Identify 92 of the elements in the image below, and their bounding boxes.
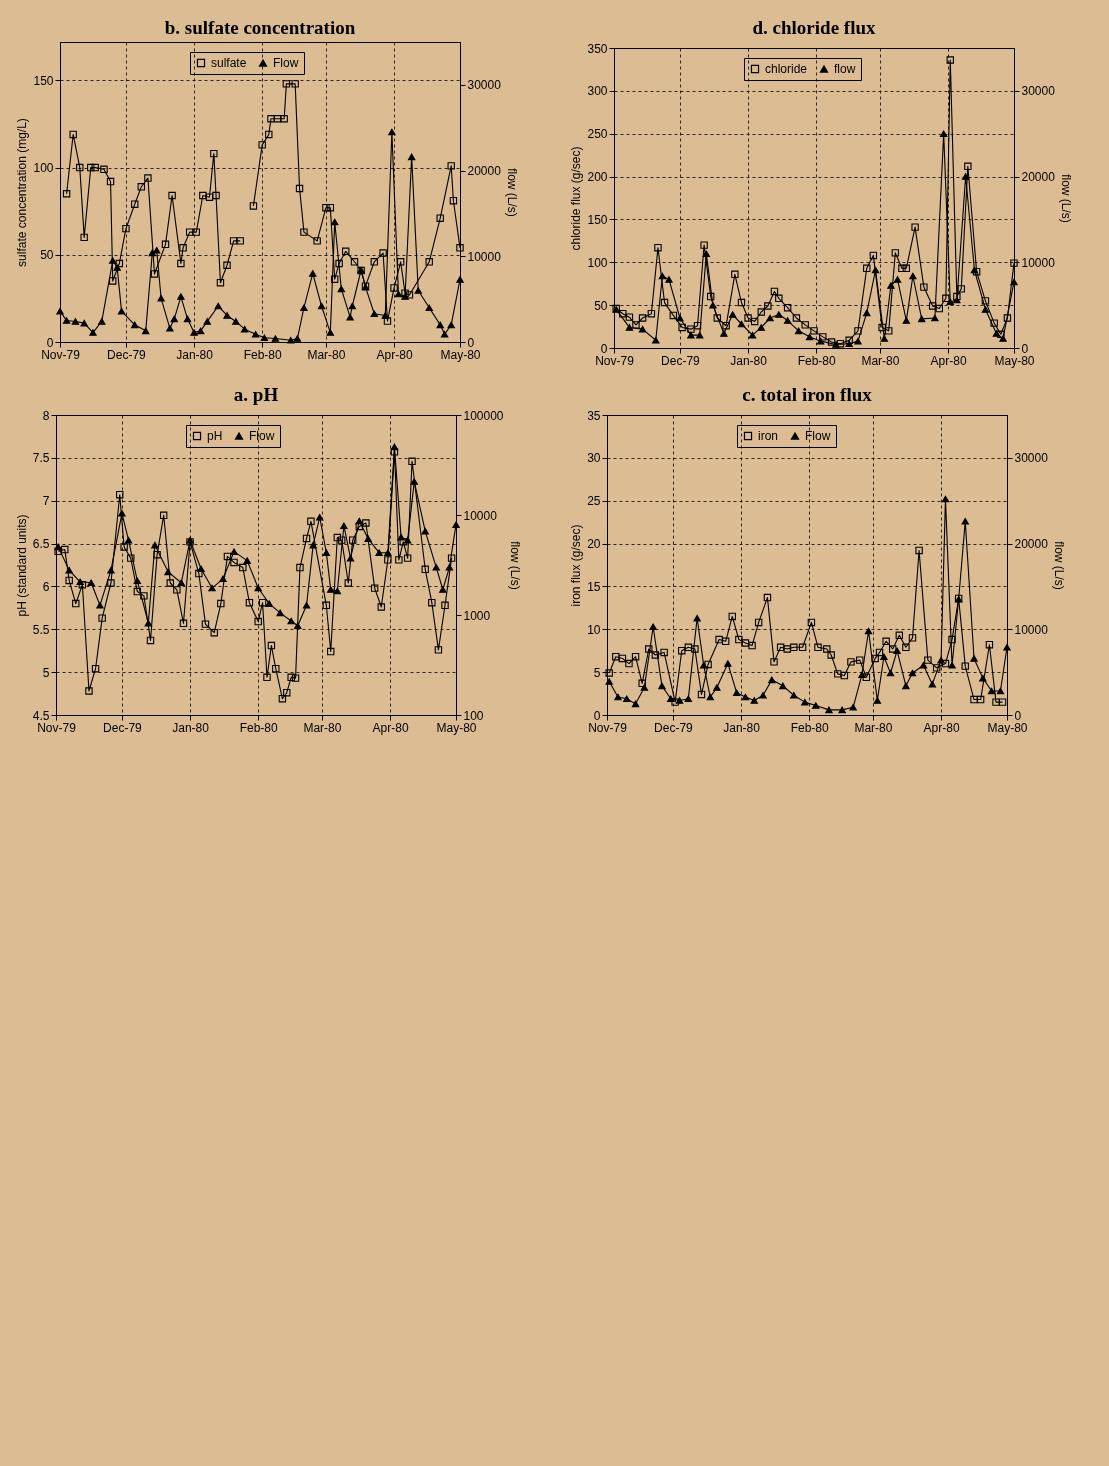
- chart-title: c. total iron flux: [742, 384, 873, 405]
- y-tick-label: 7: [42, 494, 50, 509]
- y-tick-label: 6: [42, 579, 50, 594]
- x-tick-label: Feb-80: [243, 347, 283, 362]
- x-tick-label: May-80: [436, 720, 477, 735]
- y2-tick-label: 30000: [467, 78, 502, 93]
- x-tick-label: Apr-80: [930, 353, 967, 368]
- y-tick-label: 10: [587, 622, 601, 637]
- y2-tick-label: 0: [1014, 708, 1022, 723]
- x-tick-label: Nov-79: [41, 347, 81, 362]
- y-tick-label: 15: [587, 579, 601, 594]
- y2-tick-label: 10000: [1014, 622, 1049, 637]
- y2-tick-label: 100000: [463, 408, 504, 423]
- y2-tick-label: 0: [467, 335, 475, 350]
- y-tick-label: 50: [40, 248, 54, 263]
- y-tick-label: 5: [593, 665, 601, 680]
- y2-axis-title: flow (L/s): [504, 168, 519, 217]
- y-tick-label: 30: [587, 451, 601, 466]
- legend-label: flow: [834, 62, 856, 76]
- y-tick-label: 0: [600, 341, 608, 356]
- legend-label: sulfate: [211, 56, 247, 70]
- y-tick-label: 250: [587, 127, 608, 142]
- y-tick-label: 20: [587, 537, 601, 552]
- y2-tick-label: 20000: [1021, 170, 1056, 185]
- y2-tick-label: 10000: [463, 508, 498, 523]
- legend-label: Flow: [805, 429, 831, 443]
- chart-title: a. pH: [233, 384, 279, 405]
- x-tick-label: Jan-80: [172, 720, 210, 735]
- y-tick-label: 150: [33, 73, 54, 88]
- x-tick-label: Dec-79: [107, 347, 147, 362]
- y-tick-label: 100: [33, 161, 54, 176]
- x-tick-label: Mar-80: [307, 347, 346, 362]
- x-tick-label: Feb-80: [790, 720, 830, 735]
- legend-label: pH: [207, 429, 223, 443]
- x-tick-label: Mar-80: [854, 720, 893, 735]
- legend-label: Flow: [273, 56, 299, 70]
- x-tick-label: May-80: [987, 720, 1028, 735]
- y-tick-label: 200: [587, 170, 608, 185]
- chart-title: d. chloride flux: [752, 17, 876, 38]
- x-tick-label: Apr-80: [372, 720, 409, 735]
- y-tick-label: 300: [587, 84, 608, 99]
- x-tick-label: Feb-80: [239, 720, 279, 735]
- y-tick-label: 50: [594, 298, 608, 313]
- x-tick-label: Nov-79: [37, 720, 77, 735]
- x-tick-label: Jan-80: [730, 353, 768, 368]
- chart-title: b. sulfate concentration: [164, 17, 356, 38]
- y2-axis-title: flow (L/s): [507, 541, 522, 590]
- y-tick-label: 4.5: [32, 708, 50, 723]
- y-axis-title: sulfate concentration (mg/L): [15, 118, 30, 267]
- y-tick-label: 5.5: [32, 622, 50, 637]
- x-tick-label: Dec-79: [661, 353, 701, 368]
- x-tick-label: Jan-80: [723, 720, 761, 735]
- y-tick-label: 0: [593, 708, 601, 723]
- y2-tick-label: 10000: [1021, 255, 1056, 270]
- y-tick-label: 8: [42, 408, 50, 423]
- y-tick-label: 25: [587, 494, 601, 509]
- x-tick-label: Apr-80: [376, 347, 413, 362]
- legend-label: chloride: [765, 62, 808, 76]
- y2-tick-label: 30000: [1014, 451, 1049, 466]
- y2-tick-label: 1000: [463, 608, 491, 623]
- legend-label: iron: [758, 429, 779, 443]
- x-tick-label: Feb-80: [797, 353, 837, 368]
- y2-axis-title: flow (L/s): [1051, 541, 1066, 590]
- y-axis-title: iron flux (g/sec): [569, 524, 584, 607]
- x-tick-label: Dec-79: [654, 720, 694, 735]
- x-tick-label: Mar-80: [861, 353, 900, 368]
- x-tick-label: Apr-80: [923, 720, 960, 735]
- y-tick-label: 5: [42, 665, 50, 680]
- y-tick-label: 35: [587, 408, 601, 423]
- y-axis-title: pH (standard units): [14, 514, 29, 617]
- y-tick-label: 100: [587, 255, 608, 270]
- x-tick-label: Mar-80: [303, 720, 342, 735]
- y-axis-title: chloride flux (g/sec): [569, 146, 584, 251]
- y2-tick-label: 100: [463, 708, 484, 723]
- x-tick-label: May-80: [440, 347, 481, 362]
- x-tick-label: Nov-79: [588, 720, 628, 735]
- y2-axis-title: flow (L/s): [1058, 174, 1073, 223]
- x-tick-label: Nov-79: [595, 353, 635, 368]
- y2-tick-label: 20000: [467, 164, 502, 179]
- x-tick-label: Dec-79: [103, 720, 143, 735]
- y2-tick-label: 10000: [467, 249, 502, 264]
- y2-tick-label: 0: [1021, 341, 1029, 356]
- y-tick-label: 150: [587, 212, 608, 227]
- y-tick-label: 7.5: [32, 451, 50, 466]
- y2-tick-label: 20000: [1014, 537, 1049, 552]
- y2-tick-label: 30000: [1021, 84, 1056, 99]
- y-tick-label: 0: [46, 335, 54, 350]
- y-tick-label: 6.5: [32, 537, 50, 552]
- x-tick-label: May-80: [994, 353, 1035, 368]
- legend-label: Flow: [249, 429, 275, 443]
- y-tick-label: 350: [587, 41, 608, 56]
- x-tick-label: Jan-80: [176, 347, 214, 362]
